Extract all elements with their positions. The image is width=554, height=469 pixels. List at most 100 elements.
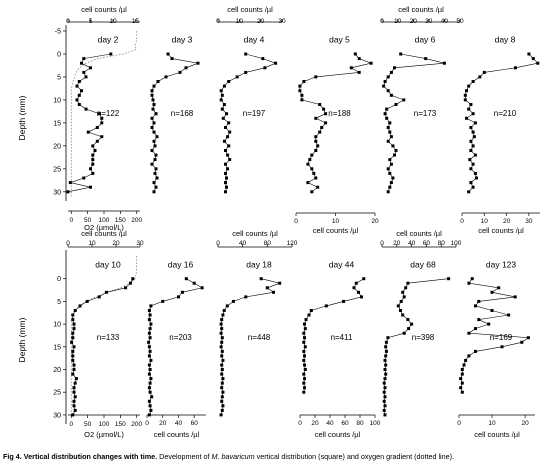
count-tick-label: 10: [109, 18, 117, 25]
cell-count-point: [161, 299, 165, 303]
cell-count-point: [388, 158, 392, 162]
cell-count-point: [72, 386, 76, 390]
count-axis-label: cell counts /µl: [315, 430, 361, 439]
cell-count-point: [224, 190, 227, 194]
cell-count-point: [383, 358, 387, 362]
cell-count-point: [303, 327, 307, 331]
cell-count-point: [477, 318, 481, 322]
cell-count-point: [310, 153, 314, 157]
cell-count-point: [71, 372, 75, 376]
cell-count-point: [318, 130, 322, 134]
oxygen-profile-line: [70, 31, 138, 197]
cell-count-point: [302, 349, 306, 353]
cell-count-point: [153, 158, 157, 162]
cell-count-point: [404, 286, 408, 290]
depth-tick-label: 10: [53, 97, 61, 104]
cell-count-point: [86, 130, 90, 134]
cell-count-point: [310, 167, 314, 171]
count-tick-label: 80: [356, 420, 364, 427]
cell-count-point: [98, 112, 101, 116]
panel-day-16: 0 20 40 60 cell counts /µl day 16 n=203: [145, 259, 206, 439]
count-tick-label: 10: [332, 218, 340, 225]
cell-count-point: [147, 318, 151, 322]
cell-count-point: [220, 381, 224, 385]
count-tick-label: 0: [216, 240, 220, 247]
count-tick-label: 20: [393, 240, 401, 247]
depth-tick-label: -5: [55, 29, 61, 36]
count-tick-label: 60: [191, 420, 199, 427]
oxygen-axis-label: O2 (µmol/L): [84, 430, 124, 439]
panel-n-label: n=411: [331, 333, 353, 342]
cell-count-point: [383, 112, 387, 116]
cell-count-point: [497, 286, 501, 290]
cell-count-point: [401, 290, 405, 294]
cell-count-point: [469, 167, 473, 171]
cell-count-point: [235, 75, 239, 79]
cell-count-point: [302, 372, 306, 376]
cell-count-point: [388, 121, 392, 125]
cell-count-point: [314, 139, 318, 143]
panel-n-label: n=122: [97, 109, 120, 118]
panel-n-label: n=133: [97, 333, 120, 342]
cell-count-point: [72, 363, 76, 367]
panel-n-label: n=203: [169, 333, 192, 342]
cell-count-point: [220, 349, 224, 353]
count-tick-label: 20: [371, 218, 379, 225]
cell-count-point: [147, 399, 151, 403]
cell-count-point: [467, 107, 471, 111]
cell-count-point: [471, 144, 475, 148]
cell-count-point: [74, 377, 78, 381]
cell-count-point: [307, 313, 311, 317]
cell-count-point: [154, 153, 158, 157]
panel-title: day 10: [95, 259, 121, 269]
count-tick-label: 10: [488, 420, 496, 427]
cell-count-point: [527, 52, 531, 56]
cell-count-point: [149, 322, 153, 326]
cell-count-point: [148, 327, 152, 331]
oxygen-tick-label: 200: [131, 217, 142, 224]
depth-tick-label: 25: [53, 166, 61, 173]
cell-count-point: [70, 340, 74, 344]
cell-count-point: [220, 336, 224, 340]
oxygen-tick-label: 50: [84, 217, 92, 224]
cell-count-point: [469, 103, 473, 106]
cell-count-point: [467, 354, 471, 358]
cell-count-point: [148, 336, 152, 340]
cell-count-point: [399, 309, 402, 312]
panel-title: day 3: [172, 34, 193, 44]
cell-count-point: [219, 98, 223, 102]
cell-count-point: [312, 171, 316, 175]
panel-n-label: n=168: [171, 109, 194, 118]
cell-count-point: [302, 331, 306, 335]
cell-count-point: [536, 61, 540, 65]
cell-count-point: [354, 281, 358, 285]
panel-n-label: n=169: [490, 333, 513, 342]
cell-count-point: [410, 322, 414, 326]
depth-tick-label: 20: [53, 143, 61, 150]
cell-count-point: [514, 66, 517, 70]
oxygen-tick-label: 100: [99, 217, 110, 224]
cell-count-point: [77, 80, 81, 83]
cell-count-point: [300, 93, 304, 97]
count-tick-label: 20: [410, 18, 418, 25]
cell-count-point: [402, 295, 406, 299]
cell-count-point: [394, 149, 398, 152]
cell-count-point: [474, 349, 477, 353]
cell-count-point: [386, 126, 390, 129]
cell-count-point: [470, 277, 474, 281]
cell-count-point: [244, 70, 248, 74]
cell-count-point: [308, 158, 312, 162]
cell-count-point: [362, 277, 366, 281]
y-axis-label-bottom: Depth (mm): [17, 317, 27, 362]
cell-count-point: [303, 354, 306, 358]
cell-count-point: [72, 404, 76, 408]
cell-count-point: [384, 372, 388, 376]
cell-count-point: [73, 395, 77, 399]
cell-count-point: [303, 336, 306, 340]
cell-count-point: [219, 345, 223, 349]
count-tick-label: 40: [441, 18, 449, 25]
cell-count-point: [220, 354, 224, 358]
cell-count-point: [401, 313, 405, 317]
cell-count-point: [386, 336, 390, 340]
cell-count-point: [520, 340, 524, 344]
